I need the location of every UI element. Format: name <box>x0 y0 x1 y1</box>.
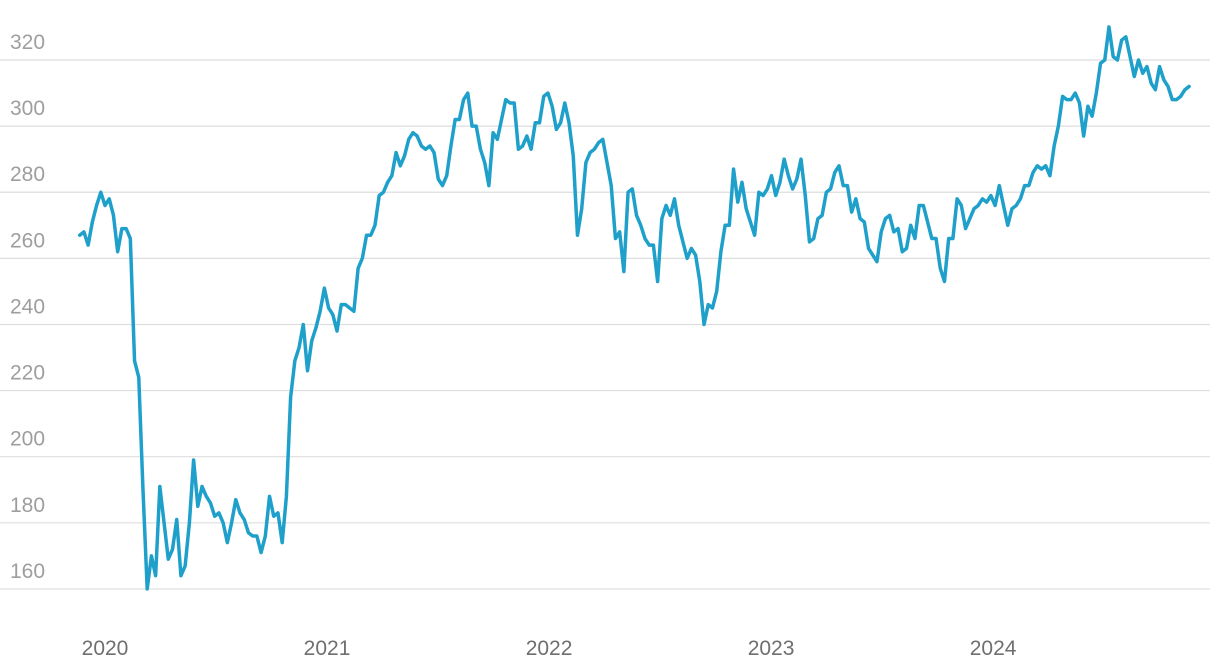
y-tick-label: 160 <box>10 560 45 583</box>
y-tick-label: 320 <box>10 31 45 54</box>
x-tick-label: 2024 <box>970 637 1017 660</box>
y-tick-label: 240 <box>10 295 45 318</box>
y-tick-label: 260 <box>10 229 45 252</box>
y-tick-label: 280 <box>10 163 45 186</box>
y-tick-label: 220 <box>10 362 45 385</box>
x-tick-label: 2021 <box>304 637 351 660</box>
x-tick-label: 2023 <box>748 637 795 660</box>
price-line <box>77 25 1191 591</box>
x-tick-label: 2022 <box>526 637 573 660</box>
y-tick-label: 200 <box>10 428 45 451</box>
y-tick-label: 300 <box>10 97 45 120</box>
y-tick-label: 180 <box>10 494 45 517</box>
x-tick-label: 2020 <box>82 637 129 660</box>
